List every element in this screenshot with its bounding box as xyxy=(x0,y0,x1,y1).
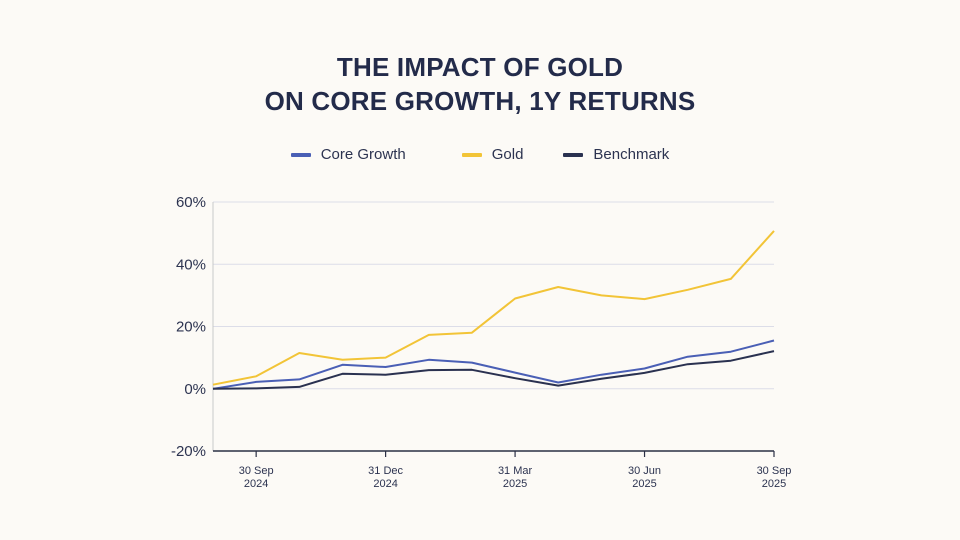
legend-label-core-growth: Core Growth xyxy=(320,146,406,163)
y-tick-label: 0% xyxy=(184,381,206,398)
y-tick-label: 60% xyxy=(176,194,206,211)
legend-item-benchmark: Benchmark xyxy=(563,146,669,163)
legend-item-gold: Gold xyxy=(461,146,524,163)
x-tick-label-year: 2025 xyxy=(503,478,527,490)
legend-swatch-benchmark xyxy=(563,152,584,157)
legend-swatch-gold xyxy=(461,152,482,157)
series-line-benchmark xyxy=(212,350,775,390)
y-tick-label: 40% xyxy=(176,256,206,273)
x-tick-label: 30 Sep xyxy=(757,465,792,477)
legend-swatch-core-growth xyxy=(290,152,311,157)
legend-label-gold: Gold xyxy=(491,146,524,163)
x-tick-label: 31 Mar xyxy=(498,465,533,477)
chart-title-line2: ON CORE GROWTH, 1Y RETURNS xyxy=(264,86,696,116)
x-tick-label-year: 2024 xyxy=(244,478,268,490)
y-tick-label: 20% xyxy=(176,319,206,336)
series-line-core-growth xyxy=(212,339,775,390)
legend-item-core-growth: Core Growth xyxy=(290,146,406,163)
x-tick-label: 30 Sep xyxy=(239,465,274,477)
x-tick-label-year: 2025 xyxy=(632,478,656,490)
chart-legend: Core Growth Gold Benchmark xyxy=(0,146,960,163)
y-tick-label: -20% xyxy=(171,443,206,460)
series-line-gold xyxy=(212,230,775,386)
x-tick-label: 30 Jun xyxy=(628,465,661,477)
chart-title-line1: THE IMPACT OF GOLD xyxy=(336,52,624,82)
x-tick-label-year: 2025 xyxy=(762,478,786,490)
x-tick-label-year: 2024 xyxy=(373,478,397,490)
x-tick-label: 31 Dec xyxy=(368,465,403,477)
legend-label-benchmark: Benchmark xyxy=(593,146,670,163)
chart-title: THE IMPACT OF GOLD ON CORE GROWTH, 1Y RE… xyxy=(0,50,960,118)
